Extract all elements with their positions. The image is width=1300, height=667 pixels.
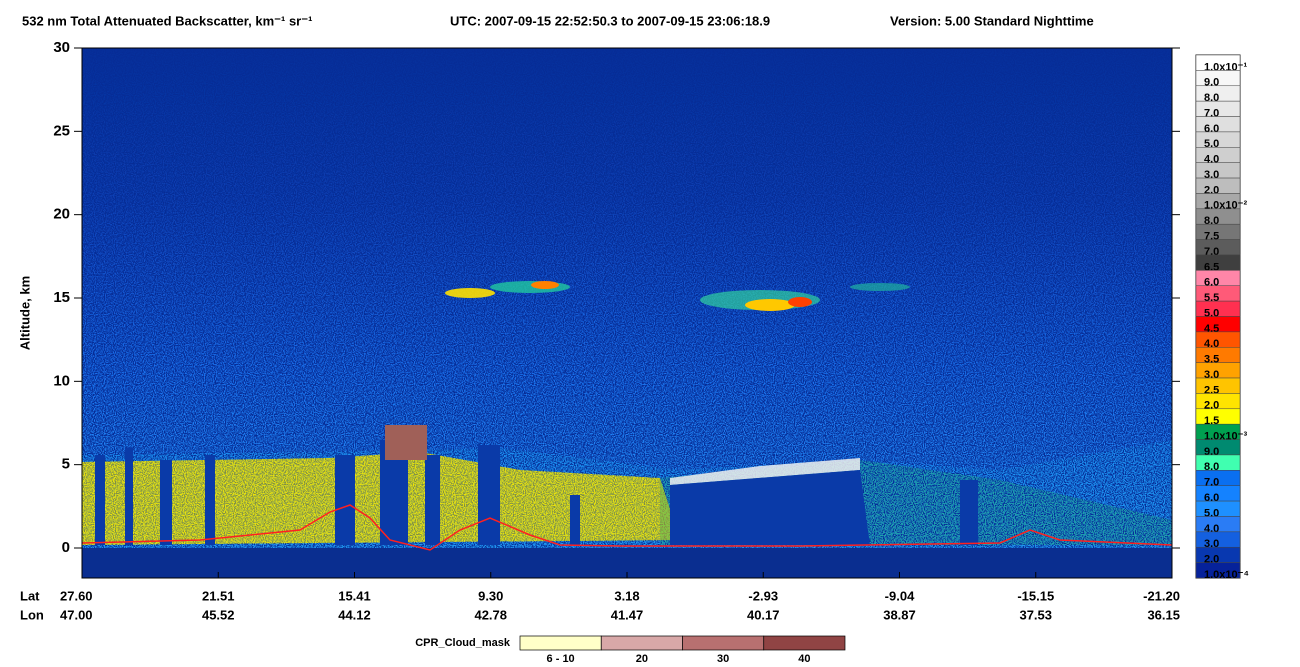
lon-label: 47.00 — [60, 607, 93, 622]
cirrus — [445, 281, 910, 311]
x-row-label: Lat — [20, 588, 40, 603]
column — [205, 455, 215, 545]
lat-label: 21.51 — [202, 588, 235, 603]
surface-line — [81, 504, 1173, 551]
cloud-mask-bin: 30 — [717, 653, 729, 665]
cloud-columns — [95, 440, 978, 545]
cirrus-patch — [490, 281, 570, 293]
cloud-mask-cells — [385, 425, 427, 460]
chart-title: 532 nm Total Attenuated Backscatter, km⁻… — [22, 13, 312, 28]
cirrus-patch — [531, 281, 559, 289]
cloud-mask-swatch — [682, 635, 765, 651]
y-tick-label: 25 — [53, 122, 70, 139]
cloud-mask-bin: 20 — [636, 653, 648, 665]
cloud-top — [670, 458, 860, 485]
lon-label: 42.78 — [474, 607, 507, 622]
cloud-mask-bin: 6 - 10 — [547, 653, 575, 665]
lat-label: 27.60 — [60, 588, 93, 603]
column — [125, 448, 133, 545]
y-tick-label: 5 — [62, 456, 70, 473]
lon-label: 36.15 — [1147, 607, 1180, 622]
cloud-mask-swatch — [519, 635, 602, 651]
lon-label: 40.17 — [747, 607, 780, 622]
lon-label: 41.47 — [611, 607, 644, 622]
colorbar-label: 1.0x10⁻⁴ — [1204, 569, 1249, 581]
lat-label: -21.20 — [1143, 588, 1180, 603]
y-tick-label: 30 — [53, 39, 70, 56]
cirrus-patch — [445, 288, 495, 298]
y-tick-label: 15 — [53, 289, 70, 306]
plot-area — [81, 48, 1173, 578]
column — [570, 495, 580, 545]
column — [160, 460, 172, 545]
lat-label: -2.93 — [748, 588, 778, 603]
cloud-mask-swatch — [763, 635, 846, 651]
x-row-label: Lon — [20, 607, 44, 622]
attenuated-region — [670, 470, 870, 545]
column — [478, 445, 500, 545]
column — [960, 480, 978, 545]
column — [95, 455, 105, 545]
lat-label: -9.04 — [885, 588, 915, 603]
lon-label: 44.12 — [338, 607, 371, 622]
colorbar-swatch — [1195, 562, 1241, 579]
y-tick-label: 10 — [53, 372, 70, 389]
version: Version: 5.00 Standard Nighttime — [890, 13, 1094, 28]
column — [335, 455, 355, 545]
cirrus-patch — [788, 297, 812, 307]
column — [425, 455, 440, 545]
lon-label: 37.53 — [1019, 607, 1052, 622]
y-tick-label: 0 — [62, 539, 70, 556]
lon-label: 38.87 — [883, 607, 916, 622]
time-range: UTC: 2007-09-15 22:52:50.3 to 2007-09-15… — [450, 13, 770, 28]
cirrus-patch — [850, 283, 910, 291]
y-tick-label: 20 — [53, 206, 70, 223]
lat-label: -15.15 — [1017, 588, 1054, 603]
lon-label: 45.52 — [202, 607, 235, 622]
lat-label: 9.30 — [478, 588, 503, 603]
lat-label: 3.18 — [614, 588, 639, 603]
cloud-mask-label: CPR_Cloud_mask — [415, 637, 511, 649]
cirrus-patch — [745, 299, 795, 311]
cloud-mask-bin: 40 — [798, 653, 810, 665]
cloud-mask-swatch — [600, 635, 683, 651]
y-axis-label: Altitude, km — [17, 276, 32, 350]
lat-label: 15.41 — [338, 588, 371, 603]
